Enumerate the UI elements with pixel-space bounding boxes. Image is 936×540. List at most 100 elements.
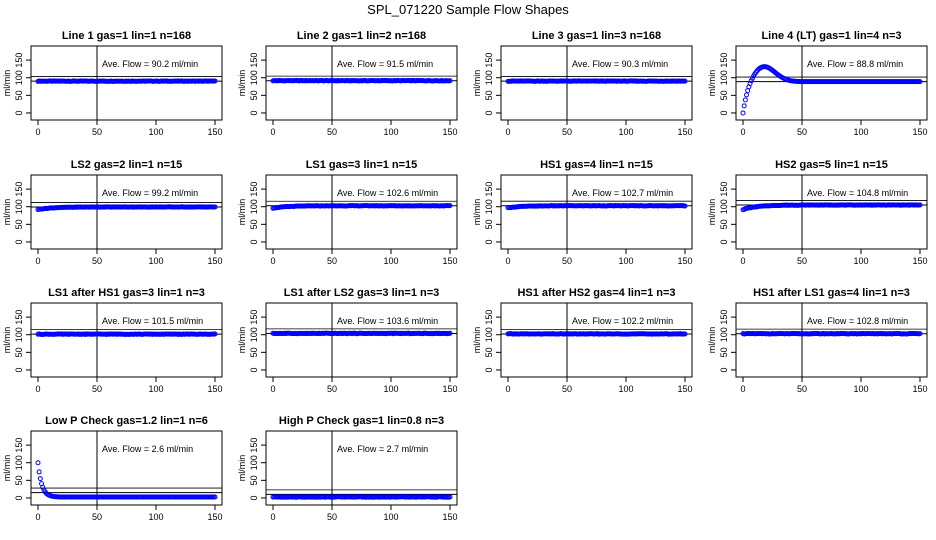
panel-title: HS1 gas=4 lin=1 n=15 (540, 159, 653, 171)
plot-frame (265, 174, 458, 250)
y-tick-label: 0 (14, 110, 24, 115)
y-tick-label: 0 (249, 110, 259, 115)
data-point (447, 78, 453, 84)
data-point (917, 202, 923, 208)
x-tick-label: 0 (270, 384, 275, 394)
x-tick-label: 0 (740, 127, 745, 137)
x-tick-label: 100 (853, 384, 868, 394)
x-tick-label: 50 (327, 256, 337, 266)
flow-annotation: Ave. Flow = 90.2 ml/min (102, 59, 198, 69)
plot-frame (30, 174, 223, 250)
plot-frame (500, 302, 693, 378)
x-tick-label: 100 (853, 127, 868, 137)
x-tick-label: 150 (912, 256, 927, 266)
y-tick-label: 150 (14, 53, 24, 68)
y-tick-label: 100 (14, 199, 24, 214)
y-tick-label: 150 (719, 53, 729, 68)
x-tick-label: 100 (383, 512, 398, 522)
x-tick-label: 100 (383, 384, 398, 394)
y-tick-label: 50 (14, 219, 24, 229)
data-point (35, 460, 41, 466)
y-tick-label: 100 (249, 327, 259, 342)
plot-frame (735, 174, 928, 250)
y-tick-label: 100 (484, 327, 494, 342)
flow-annotation: Ave. Flow = 102.6 ml/min (337, 188, 438, 198)
y-tick-label: 150 (719, 310, 729, 325)
x-tick-label: 100 (383, 127, 398, 137)
x-tick-label: 100 (383, 256, 398, 266)
data-point (740, 110, 746, 116)
y-tick-label: 50 (249, 347, 259, 357)
data-point (917, 79, 923, 85)
y-tick-label: 150 (249, 182, 259, 197)
panel: LS1 after HS1 gas=3 lin=1 n=3 ml/min 0 50 10… (2, 287, 223, 394)
x-tick-label: 50 (562, 384, 572, 394)
x-tick-label: 50 (92, 512, 102, 522)
y-tick-label: 0 (249, 495, 259, 500)
y-tick-label: 50 (484, 90, 494, 100)
panel: LS1 after LS2 gas=3 lin=1 n=3 ml/min 0 50 10… (237, 287, 458, 394)
y-tick-label: 50 (14, 475, 24, 485)
plot-frame (30, 302, 223, 378)
data-point (682, 331, 688, 337)
x-tick-label: 150 (207, 256, 222, 266)
y-axis-label: ml/min (237, 455, 247, 482)
y-tick-label: 0 (14, 495, 24, 500)
x-tick-label: 0 (270, 256, 275, 266)
panel-title: HS2 gas=5 lin=1 n=15 (775, 159, 888, 171)
x-tick-label: 50 (92, 256, 102, 266)
x-tick-label: 50 (92, 127, 102, 137)
y-tick-label: 150 (14, 310, 24, 325)
plot-frame (500, 45, 693, 121)
flow-annotation: Ave. Flow = 90.3 ml/min (572, 59, 668, 69)
y-tick-label: 50 (14, 90, 24, 100)
x-tick-label: 150 (442, 256, 457, 266)
plot-frame (500, 174, 693, 250)
data-point (447, 203, 453, 209)
x-tick-label: 0 (35, 384, 40, 394)
y-tick-label: 0 (14, 367, 24, 372)
x-tick-label: 150 (207, 384, 222, 394)
flow-annotation: Ave. Flow = 103.6 ml/min (337, 316, 438, 326)
y-axis-label: ml/min (2, 455, 12, 482)
y-tick-label: 100 (249, 199, 259, 214)
y-tick-label: 150 (484, 53, 494, 68)
y-tick-label: 150 (484, 310, 494, 325)
x-tick-label: 0 (740, 256, 745, 266)
panel: HS1 gas=4 lin=1 n=15 ml/min 0 50 100 150 0 50 10… (472, 159, 693, 266)
x-tick-label: 50 (797, 256, 807, 266)
x-tick-label: 0 (270, 512, 275, 522)
panel-title: LS1 after HS1 gas=3 lin=1 n=3 (48, 287, 205, 299)
x-tick-label: 50 (797, 127, 807, 137)
plot-frame (265, 302, 458, 378)
x-tick-label: 0 (505, 127, 510, 137)
data-point (682, 78, 688, 84)
y-tick-label: 100 (484, 70, 494, 85)
data-point (40, 484, 46, 490)
data-point (742, 97, 748, 103)
data-point (741, 103, 747, 109)
flow-annotation: Ave. Flow = 104.8 ml/min (807, 188, 908, 198)
y-tick-label: 50 (719, 90, 729, 100)
x-tick-label: 100 (853, 256, 868, 266)
flow-annotation: Ave. Flow = 102.8 ml/min (807, 316, 908, 326)
panel-title: Line 2 gas=1 lin=2 n=168 (297, 30, 426, 42)
y-tick-label: 0 (484, 110, 494, 115)
y-tick-label: 0 (719, 110, 729, 115)
panel-title: LS1 gas=3 lin=1 n=15 (306, 159, 418, 171)
panel: HS2 gas=5 lin=1 n=15 ml/min 0 50 100 150 0 50 10… (707, 159, 928, 266)
panel: Line 1 gas=1 lin=1 n=168 ml/min 0 50 100 150 0… (2, 30, 223, 137)
y-tick-label: 100 (719, 327, 729, 342)
panel: Low P Check gas=1.2 lin=1 n=6 ml/min 0 50 10… (2, 415, 223, 522)
data-point (447, 330, 453, 336)
plot-frame (735, 302, 928, 378)
x-tick-label: 50 (562, 127, 572, 137)
panel-title: Line 1 gas=1 lin=1 n=168 (62, 30, 191, 42)
y-axis-label: ml/min (707, 70, 717, 97)
y-tick-label: 150 (14, 182, 24, 197)
data-point (212, 78, 218, 84)
plot-frame (30, 45, 223, 121)
data-point (682, 203, 688, 209)
